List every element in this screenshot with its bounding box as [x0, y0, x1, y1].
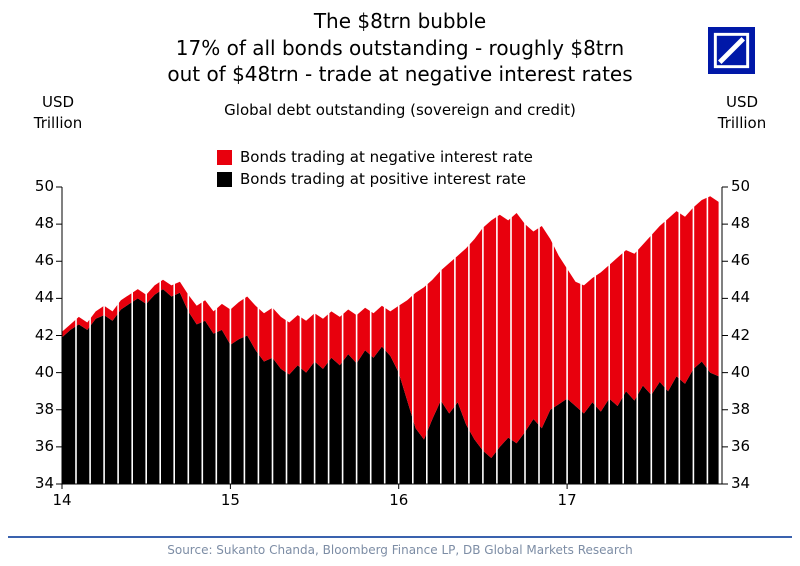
- x-tick-label: 17: [551, 491, 583, 510]
- footer-rule: [8, 536, 792, 538]
- y-tick-label-right: 50: [731, 177, 773, 196]
- unit-right-line1: USD: [706, 92, 778, 113]
- legend-swatch-negative-rate: [217, 150, 232, 165]
- chart-svg: [62, 187, 722, 484]
- legend-swatch-positive-rate: [217, 172, 232, 187]
- y-tick-label-right: 38: [731, 400, 773, 419]
- source-text: Source: Sukanto Chanda, Bloomberg Financ…: [0, 543, 800, 557]
- x-tick-label: 14: [46, 491, 78, 510]
- chart-page: The $8trn bubble 17% of all bonds outsta…: [0, 0, 800, 566]
- y-tick-label-left: 40: [12, 363, 54, 382]
- unit-left-line1: USD: [22, 92, 94, 113]
- legend-label-negative-rate: Bonds trading at negative interest rate: [240, 148, 533, 166]
- y-axis-unit-right: USD Trillion: [706, 92, 778, 134]
- y-tick-label-left: 44: [12, 288, 54, 307]
- unit-left-line2: Trillion: [22, 113, 94, 134]
- unit-right-line2: Trillion: [706, 113, 778, 134]
- y-tick-label-left: 38: [12, 400, 54, 419]
- y-tick-label-right: 46: [731, 251, 773, 270]
- y-tick-label-left: 42: [12, 326, 54, 345]
- y-tick-label-right: 48: [731, 214, 773, 233]
- y-tick-label-right: 40: [731, 363, 773, 382]
- y-axis-unit-left: USD Trillion: [22, 92, 94, 134]
- legend-item-negative-rate: Bonds trading at negative interest rate: [217, 146, 533, 168]
- subtitle-line-1: 17% of all bonds outstanding - roughly $…: [0, 36, 800, 60]
- legend: Bonds trading at negative interest rate …: [217, 146, 533, 190]
- y-tick-label-left: 46: [12, 251, 54, 270]
- chart-description: Global debt outstanding (sovereign and c…: [0, 101, 800, 119]
- x-tick-label: 16: [383, 491, 415, 510]
- y-tick-label-left: 36: [12, 437, 54, 456]
- x-tick-label: 15: [214, 491, 246, 510]
- y-tick-label-right: 34: [731, 474, 773, 493]
- y-tick-label-left: 50: [12, 177, 54, 196]
- legend-label-positive-rate: Bonds trading at positive interest rate: [240, 170, 526, 188]
- subtitle-line-2: out of $48trn - trade at negative intere…: [0, 62, 800, 86]
- y-tick-label-right: 42: [731, 326, 773, 345]
- plot-area: 3434363638384040424244444646484850501415…: [62, 187, 722, 484]
- y-tick-label-left: 48: [12, 214, 54, 233]
- page-title: The $8trn bubble: [0, 9, 800, 33]
- y-tick-label-right: 44: [731, 288, 773, 307]
- y-tick-label-right: 36: [731, 437, 773, 456]
